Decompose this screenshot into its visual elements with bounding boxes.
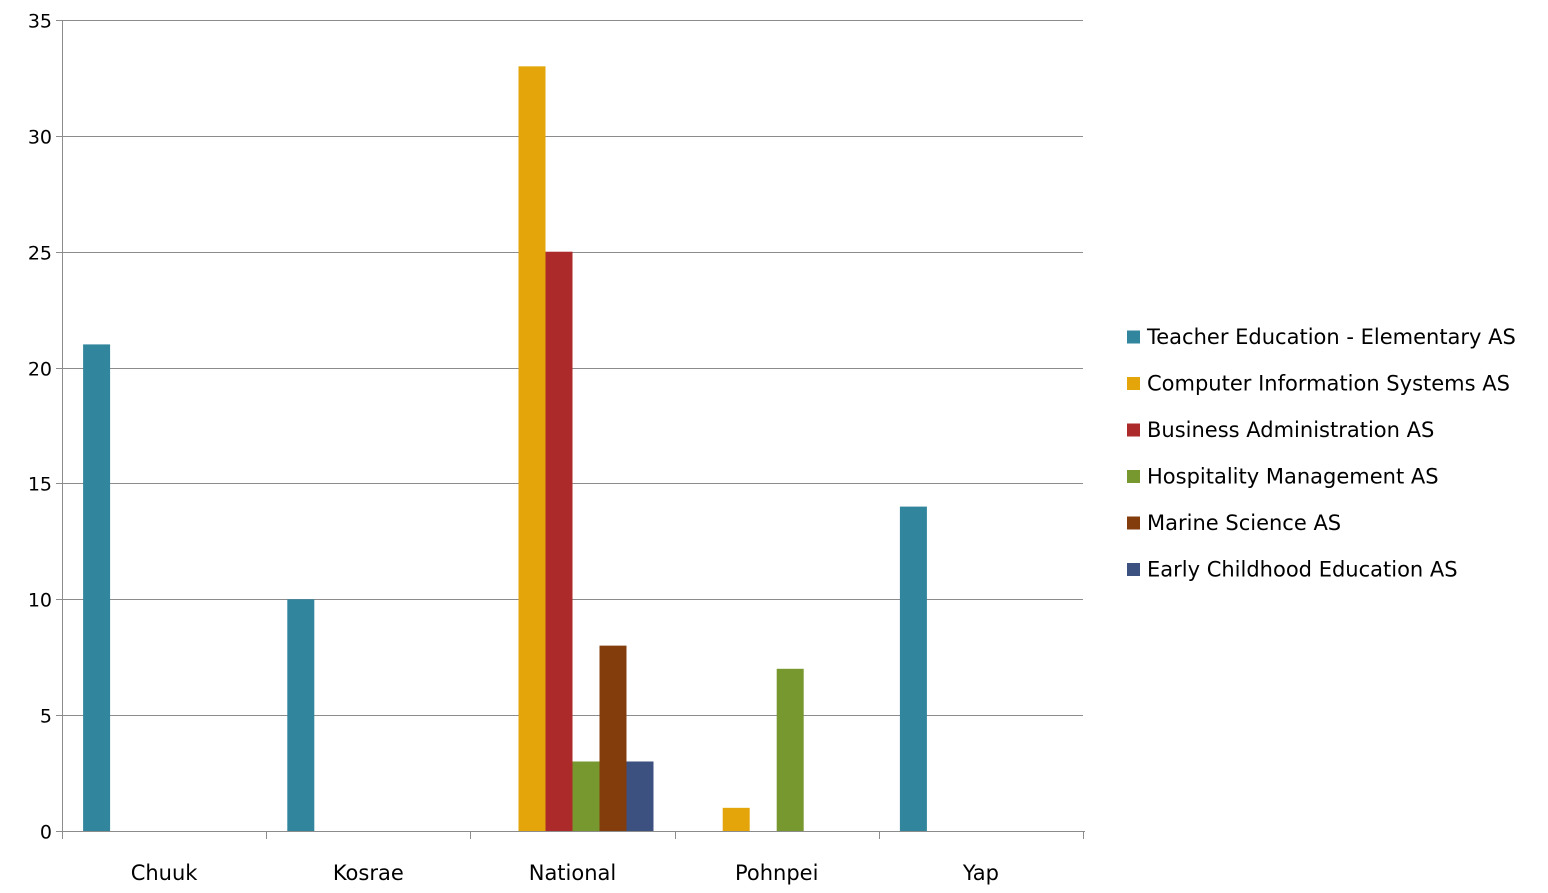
- bar-national-2: [545, 251, 573, 831]
- y-tick-label: 35: [28, 11, 52, 33]
- legend-label: Computer Information Systems AS: [1147, 372, 1510, 396]
- x-category-label: Chuuk: [131, 861, 199, 885]
- x-category-label: Yap: [962, 861, 999, 885]
- axes: 0 5 10 15 20 25 30 35 Chuuk Kosrae National Pohnpei…: [28, 11, 1085, 885]
- legend-label: Marine Science AS: [1147, 511, 1341, 535]
- y-tick-label: 30: [28, 127, 52, 149]
- bar-pohnpei-3: [776, 668, 804, 831]
- bars: [83, 66, 927, 832]
- legend-swatch: [1127, 330, 1140, 344]
- legend: Teacher Education - Elementary AS Compute…: [1127, 325, 1516, 582]
- y-tick-label: 5: [40, 706, 52, 728]
- legend-label: Teacher Education - Elementary AS: [1146, 325, 1516, 349]
- y-tick-label: 0: [40, 822, 52, 844]
- legend-swatch: [1127, 377, 1140, 390]
- x-category-label: Pohnpei: [735, 861, 818, 885]
- bar-national-4: [599, 645, 627, 831]
- legend-swatch: [1127, 423, 1140, 437]
- legend-swatch: [1127, 563, 1140, 576]
- bar-national-3: [572, 761, 600, 831]
- legend-label: Early Childhood Education AS: [1147, 558, 1458, 582]
- bar-chuuk-0: [83, 344, 111, 831]
- bar-kosrae-0: [287, 599, 315, 831]
- bar-national-5: [626, 761, 654, 831]
- legend-swatch: [1127, 516, 1140, 530]
- y-tick-label: 20: [28, 359, 52, 381]
- bar-pohnpei-1: [722, 807, 750, 831]
- bar-yap-0: [899, 506, 927, 831]
- y-tick-label: 15: [28, 474, 52, 496]
- bar-national-1: [518, 66, 546, 832]
- legend-label: Hospitality Management AS: [1147, 465, 1439, 489]
- x-category-label: Kosrae: [333, 861, 404, 885]
- y-tick-label: 10: [28, 590, 52, 612]
- x-category-label: National: [529, 861, 617, 885]
- y-tick-label: 25: [28, 243, 52, 265]
- legend-label: Business Administration AS: [1147, 418, 1434, 442]
- legend-swatch: [1127, 470, 1140, 483]
